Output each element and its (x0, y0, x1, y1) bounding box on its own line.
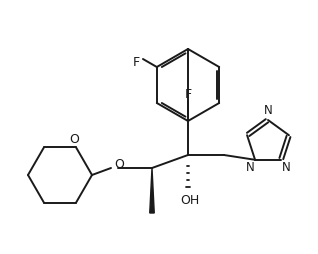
Polygon shape (150, 168, 154, 213)
Text: N: N (264, 104, 273, 118)
Text: O: O (114, 158, 124, 171)
Text: N: N (282, 161, 291, 173)
Text: OH: OH (180, 194, 200, 207)
Text: N: N (245, 161, 254, 173)
Text: F: F (132, 56, 140, 69)
Text: O: O (69, 133, 79, 146)
Text: F: F (184, 87, 191, 101)
